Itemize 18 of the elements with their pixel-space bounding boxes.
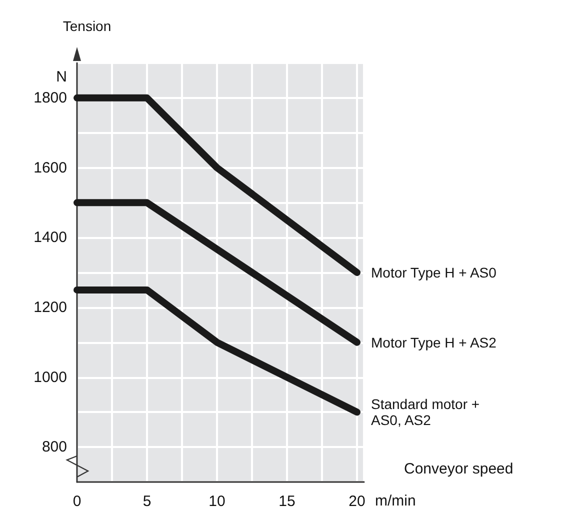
y-tick-label: 1800 <box>34 89 67 106</box>
y-axis-title: Tension <box>62 18 112 34</box>
series-label: Standard motor + AS0, AS2 <box>371 396 484 428</box>
series-label: Motor Type H + AS0 <box>371 264 497 280</box>
x-axis-title: Conveyor speed <box>404 460 514 478</box>
y-tick-label: 1000 <box>34 368 67 386</box>
x-tick-label: 15 <box>278 493 296 510</box>
y-tick-label: 1200 <box>34 298 67 316</box>
y-tick-label: 800 <box>42 438 67 456</box>
y-tick-label: 1400 <box>34 229 67 246</box>
y-tick-label: 1600 <box>34 159 67 176</box>
text: N <box>56 68 67 86</box>
x-tick-label: 0 <box>72 493 82 510</box>
x-tick-label: 5 <box>142 493 152 510</box>
text: m/min <box>375 492 416 510</box>
x-tick-label: 10 <box>208 493 226 510</box>
series-label: Motor Type H + AS2 <box>371 334 497 350</box>
x-tick-label: 20 <box>348 493 366 510</box>
